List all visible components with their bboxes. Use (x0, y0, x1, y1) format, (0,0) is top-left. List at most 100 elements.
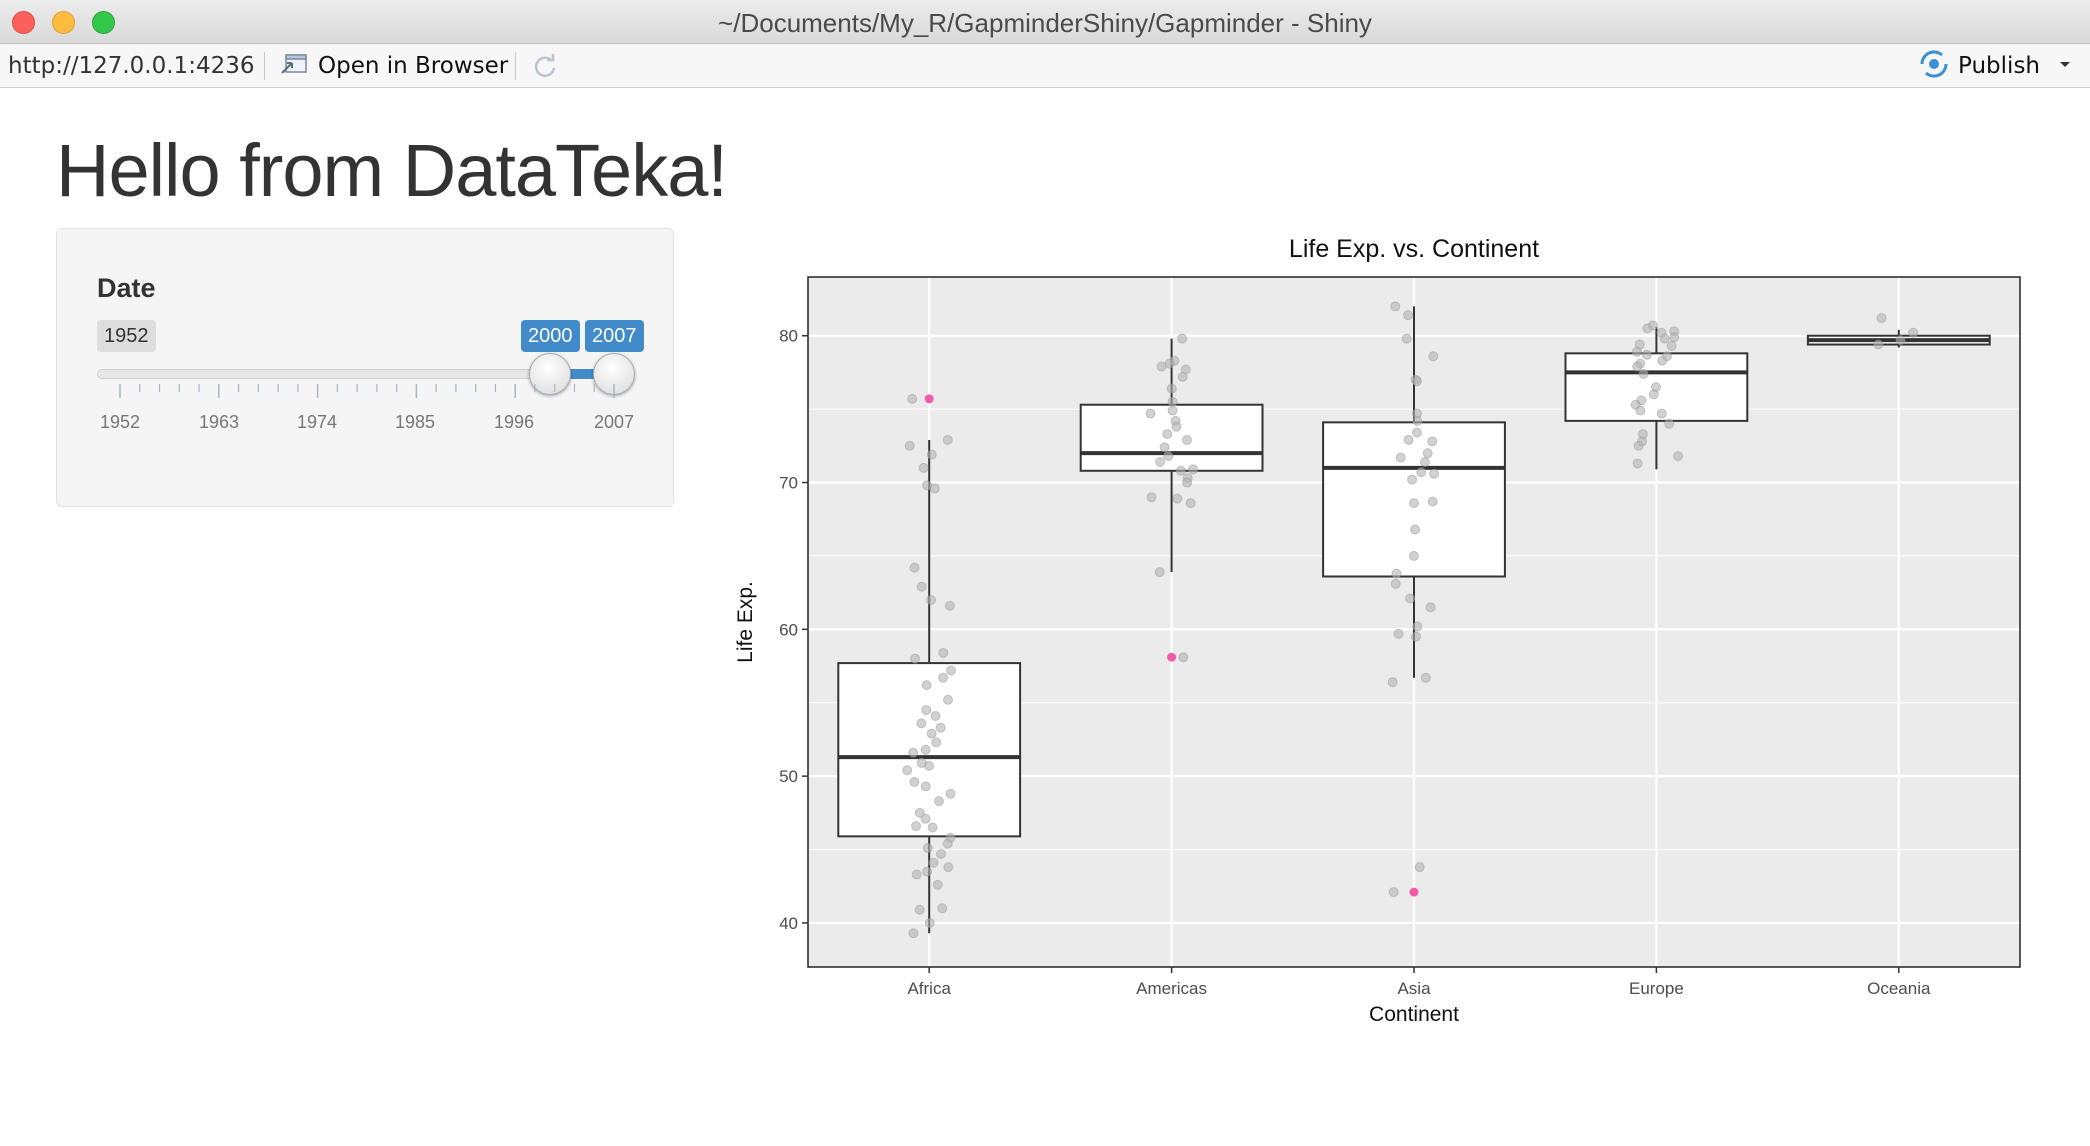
x-axis-title: Continent (1369, 1003, 1459, 1026)
data-point (908, 747, 919, 758)
data-point (1188, 464, 1199, 475)
window-title-bar: ~/Documents/My_R/GapminderShiny/Gapminde… (0, 0, 2090, 44)
data-point (926, 728, 937, 739)
data-point (1408, 550, 1419, 561)
refresh-icon (534, 54, 556, 77)
slider-to-badge: 2007 (585, 320, 644, 352)
data-point (938, 647, 949, 658)
data-point (1395, 452, 1406, 463)
boxplot-chart: Life Exp. vs. Continent 40 50 60 70 80 Africa A… (734, 235, 2021, 1026)
data-point (1908, 327, 1919, 338)
slider-tick-label: 1974 (296, 412, 338, 432)
data-point (1632, 361, 1643, 372)
data-point (911, 821, 922, 832)
data-point (1166, 383, 1177, 394)
slider-tick-label: 1996 (493, 412, 535, 432)
sidebar-panel: Date 1952 2000 2007 1952 1963 1974 1985 … (56, 228, 674, 507)
data-point (1162, 429, 1173, 440)
data-point (1632, 458, 1643, 469)
slider-tick-label: 1963 (198, 412, 240, 432)
data-point (925, 594, 936, 605)
toolbar-separator (264, 52, 265, 80)
data-point (1648, 389, 1659, 400)
slider-handle-from[interactable] (529, 353, 571, 395)
data-point (1175, 465, 1186, 476)
publish-label: Publish (1958, 53, 2040, 79)
slider-tick-label: 1985 (394, 412, 436, 432)
window-maximize-button[interactable] (92, 11, 115, 34)
data-point (911, 869, 922, 880)
data-point (924, 917, 935, 928)
y-axis-title: Life Exp. (734, 581, 757, 663)
data-point (942, 838, 953, 849)
data-point (1154, 567, 1165, 578)
open-in-browser-button[interactable]: Open in Browser (280, 50, 508, 82)
window-minimize-button[interactable] (52, 11, 75, 34)
data-point (1427, 496, 1438, 507)
slider-selected-range[interactable] (551, 369, 614, 379)
refresh-button[interactable] (530, 52, 560, 82)
data-point (931, 737, 942, 748)
data-point (1172, 493, 1183, 504)
data-point (1669, 332, 1680, 343)
data-point (1403, 434, 1414, 445)
data-point (930, 710, 941, 721)
y-tick-label: 70 (779, 474, 798, 493)
y-tick-label: 80 (779, 327, 798, 346)
data-point (926, 449, 937, 460)
data-point (922, 866, 933, 877)
data-point (1873, 339, 1884, 350)
url-text[interactable]: http://127.0.0.1:4236 (8, 53, 255, 79)
data-point (1146, 492, 1157, 503)
data-point (938, 672, 949, 683)
box-body (1079, 403, 1264, 472)
data-point (908, 928, 919, 939)
toolbar-separator (515, 52, 516, 80)
data-point (927, 822, 938, 833)
y-tick-label: 50 (779, 767, 798, 786)
slider-tick-label: 1952 (99, 412, 141, 432)
data-point (928, 857, 939, 868)
data-point (1656, 408, 1667, 419)
data-point (932, 879, 943, 890)
data-point (1159, 442, 1170, 453)
data-point (920, 744, 931, 755)
x-tick-label: Asia (1397, 979, 1431, 998)
data-point (1876, 313, 1887, 324)
data-point (1412, 376, 1423, 387)
data-point (914, 904, 925, 915)
data-point (1631, 346, 1642, 357)
window-title: ~/Documents/My_R/GapminderShiny/Gapminde… (718, 8, 1372, 38)
data-point (1427, 436, 1438, 447)
data-point (1390, 301, 1401, 312)
window-close-button[interactable] (12, 11, 35, 34)
data-point (945, 788, 956, 799)
data-point (1405, 593, 1416, 604)
data-point (1391, 568, 1402, 579)
data-point (929, 483, 940, 494)
data-point (1403, 310, 1414, 321)
data-point (1641, 349, 1652, 360)
chevron-down-icon[interactable] (2058, 57, 2072, 75)
data-point (1410, 524, 1421, 535)
data-point (1185, 498, 1196, 509)
data-point (1388, 887, 1399, 898)
data-point (937, 903, 948, 914)
data-point (1155, 456, 1166, 467)
outlier-point (1167, 652, 1177, 662)
data-point (1638, 368, 1649, 379)
data-point (909, 562, 920, 573)
data-point (934, 796, 945, 807)
data-point (1425, 602, 1436, 613)
data-point (921, 680, 932, 691)
data-point (1177, 333, 1188, 344)
data-point (916, 581, 927, 592)
data-point (909, 777, 920, 788)
data-point (920, 813, 931, 824)
publish-icon (1918, 49, 1950, 83)
data-point (943, 862, 954, 873)
outlier-point (1409, 887, 1419, 897)
data-point (936, 848, 947, 859)
slider-from-badge: 2000 (521, 320, 580, 352)
publish-button[interactable]: Publish (1918, 49, 2072, 83)
